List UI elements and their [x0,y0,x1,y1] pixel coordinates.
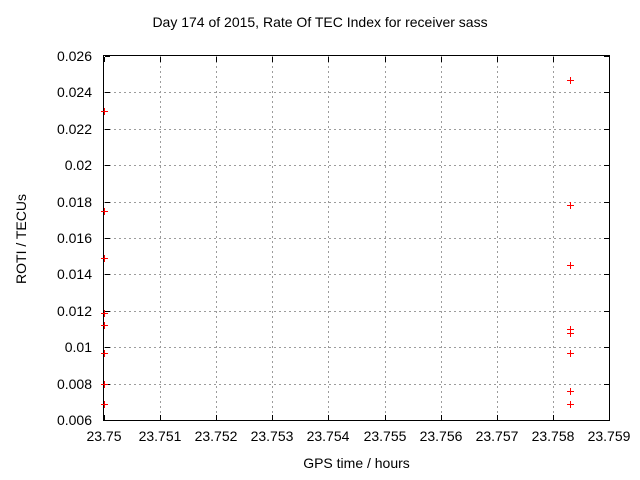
tick-mark [604,202,609,203]
tick-mark [216,57,217,62]
y-tick-label: 0.024 [56,84,92,100]
x-tick-label: 23.757 [475,428,519,444]
y-tick-label: 0.01 [64,339,92,355]
x-tick-label: 23.752 [194,428,238,444]
data-point-marker [567,401,574,408]
gridline-horizontal [104,274,609,275]
gridline-horizontal [104,311,609,312]
x-axis-label: GPS time / hours [303,455,410,471]
tick-mark [105,274,110,275]
tick-mark [604,384,609,385]
tick-mark [105,238,110,239]
x-tick-label: 23.75 [86,428,122,444]
tick-mark [441,415,442,420]
tick-mark [553,415,554,420]
data-point-marker [101,255,108,262]
tick-mark [105,92,110,93]
y-tick-label: 0.026 [56,48,92,64]
y-tick-label: 0.008 [56,376,92,392]
gridline-horizontal [104,238,609,239]
tick-mark [272,57,273,62]
tick-mark [604,92,609,93]
tick-mark [553,57,554,62]
gridline-horizontal [104,92,609,93]
x-tick-label: 23.758 [531,428,575,444]
tick-mark [328,415,329,420]
tick-mark [609,415,610,420]
tick-mark [105,56,110,57]
tick-mark [497,415,498,420]
tick-mark [604,420,609,421]
x-tick-label: 23.755 [363,428,407,444]
data-point-marker [567,330,574,337]
tick-mark [105,420,110,421]
x-tick-label: 23.759 [587,428,631,444]
x-tick-label: 23.756 [419,428,463,444]
tick-mark [328,57,329,62]
tick-mark [604,238,609,239]
y-tick-label: 0.02 [64,157,92,173]
data-point-marker [101,310,108,317]
x-tick-label: 23.753 [250,428,294,444]
gridline-horizontal [104,384,609,385]
tick-mark [385,57,386,62]
gridline-horizontal [104,165,609,166]
tick-mark [105,202,110,203]
x-tick-label: 23.751 [138,428,182,444]
data-point-marker [567,262,574,269]
gridline-horizontal [104,202,609,203]
tick-mark [105,129,110,130]
tick-mark [604,165,609,166]
data-point-marker [567,77,574,84]
tick-mark [497,57,498,62]
data-point-marker [101,401,108,408]
chart-title: Day 174 of 2015, Rate Of TEC Index for r… [152,14,488,30]
data-point-marker [567,202,574,209]
tick-mark [105,165,110,166]
data-point-marker [567,388,574,395]
tick-mark [160,57,161,62]
tick-mark [604,347,609,348]
data-point-marker [101,381,108,388]
data-point-marker [567,326,574,333]
gridline-horizontal [104,347,609,348]
data-point-marker [101,322,108,329]
tick-mark [441,57,442,62]
y-tick-label: 0.022 [56,121,92,137]
tick-mark [272,415,273,420]
tick-mark [160,415,161,420]
y-tick-label: 0.014 [56,266,92,282]
tick-mark [604,311,609,312]
x-tick-label: 23.754 [306,428,350,444]
y-tick-label: 0.006 [56,412,92,428]
tick-mark [105,347,110,348]
tick-mark [604,274,609,275]
tick-mark [385,415,386,420]
gridline-horizontal [104,129,609,130]
data-point-marker [101,350,108,357]
tick-mark [609,57,610,62]
tick-mark [104,415,105,420]
tick-mark [104,57,105,62]
data-point-marker [567,350,574,357]
data-point-marker [101,208,108,215]
y-axis-label: ROTI / TECUs [13,194,29,284]
y-tick-label: 0.016 [56,230,92,246]
y-tick-label: 0.012 [56,303,92,319]
data-point-marker [101,108,108,115]
tick-mark [216,415,217,420]
tick-mark [105,311,110,312]
tick-mark [604,56,609,57]
y-tick-label: 0.018 [56,194,92,210]
tick-mark [604,129,609,130]
